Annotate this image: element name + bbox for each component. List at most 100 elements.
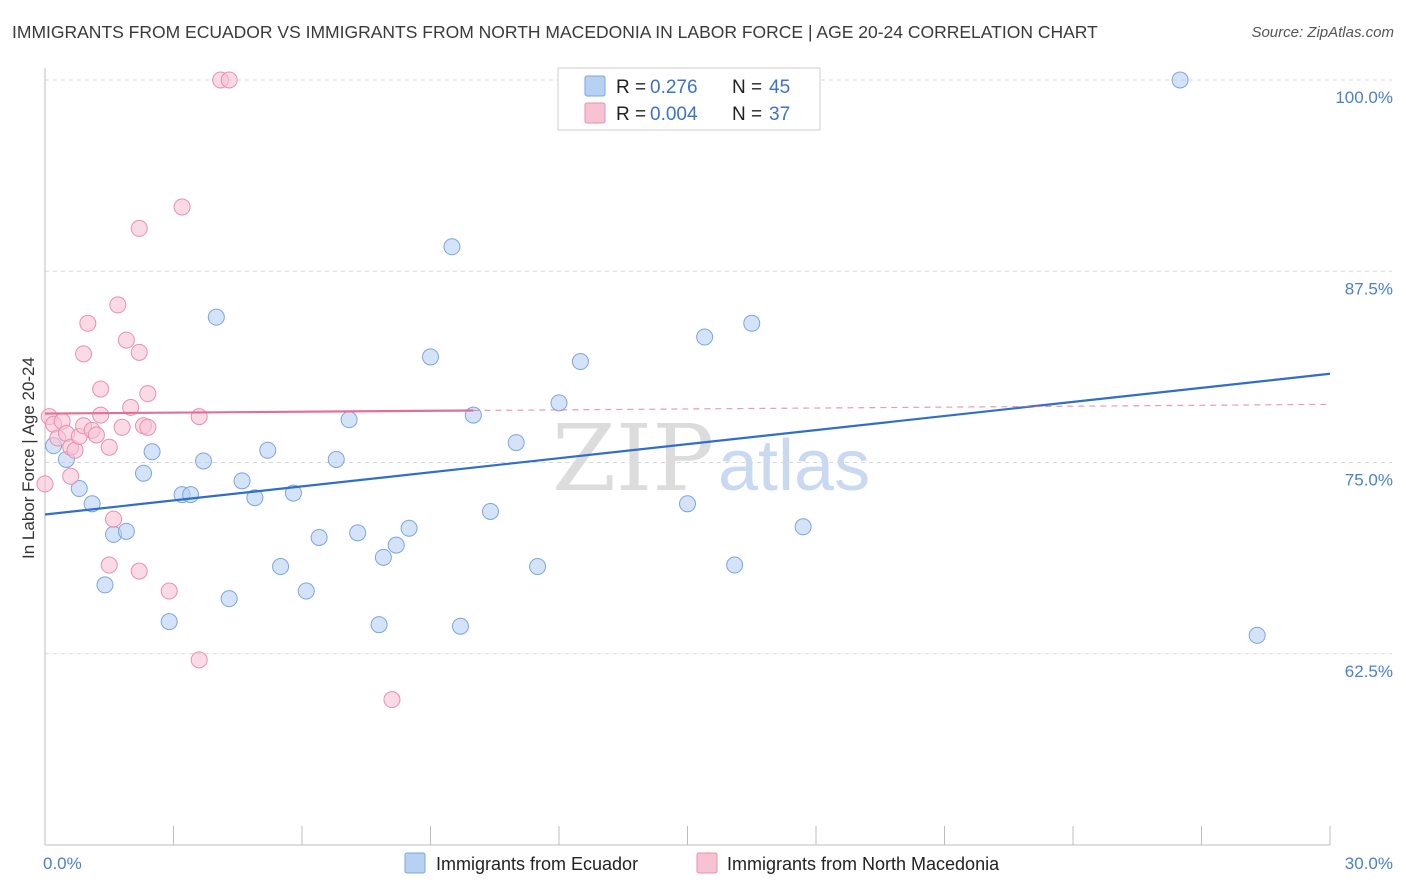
legend-r-label-ecuador: R =	[616, 77, 646, 98]
macedonia-point-20	[109, 296, 127, 314]
ecuador-point-4	[96, 576, 114, 594]
y-tick-label-0: 62.5%	[1345, 662, 1393, 681]
ecuador-point-15	[233, 472, 251, 490]
ecuador-point-44	[1248, 626, 1266, 644]
ecuador-point-19	[284, 484, 302, 502]
macedonia-point-7	[62, 467, 80, 485]
ecuador-point-14	[220, 590, 238, 608]
macedonia-point-22	[117, 331, 135, 349]
bottom-legend-swatch-ecuador	[404, 852, 426, 874]
watermark: ZIP atlas	[552, 405, 870, 512]
macedonia-point-27	[130, 343, 148, 361]
ecuador-point-7	[135, 464, 153, 482]
bottom-legend-macedonia: Immigrants from North Macedonia	[727, 854, 1000, 874]
legend-n-value-ecuador: 45	[769, 77, 790, 98]
macedonia-point-21	[113, 418, 131, 436]
ecuador-point-18	[272, 558, 290, 576]
macedonia-point-23	[122, 398, 140, 416]
grid-lines	[45, 79, 1392, 655]
ecuador-point-3	[83, 495, 101, 513]
y-tick-labels: 62.5% 75.0% 87.5% 100.0%	[1335, 88, 1393, 681]
macedonia-point-19	[105, 510, 123, 528]
macedonia-point-29	[139, 385, 157, 403]
source-label: Source: ZipAtlas.com	[1251, 24, 1394, 41]
macedonia-point-16	[92, 406, 110, 424]
ecuador-point-13	[207, 308, 225, 326]
ecuador-point-21	[310, 528, 328, 546]
ecuador-point-17	[259, 441, 277, 459]
x-tick-label-1: 30.0%	[1345, 854, 1393, 873]
chart-title: IMMIGRANTS FROM ECUADOR VS IMMIGRANTS FR…	[12, 22, 1098, 42]
bottom-legend: Immigrants from Ecuador Immigrants from …	[404, 852, 1000, 874]
axes	[44, 68, 1331, 846]
ecuador-point-20	[297, 582, 315, 600]
y-axis-title: In Labor Force | Age 20-24	[19, 357, 38, 559]
legend-swatch-macedonia	[584, 102, 606, 124]
y-tick-label-1: 75.0%	[1345, 471, 1393, 490]
legend-r-value-macedonia: 0.004	[650, 104, 698, 125]
macedonia-point-14	[87, 426, 105, 444]
ecuador-point-25	[370, 616, 388, 634]
ecuador-point-40	[726, 556, 744, 574]
macedonia-point-36	[383, 691, 401, 709]
macedonia-point-17	[100, 438, 118, 456]
ecuador-point-33	[481, 502, 499, 520]
macedonia-point-26	[139, 418, 157, 436]
y-tick-label-2: 87.5%	[1345, 279, 1393, 298]
legend: R = 0.276 N = 45 R = 0.004 N = 37	[557, 67, 821, 131]
ecuador-point-42	[794, 518, 812, 536]
legend-swatch-ecuador	[584, 75, 606, 97]
macedonia-points	[36, 71, 401, 709]
ecuador-point-16	[246, 489, 264, 507]
macedonia-trend-line	[44, 409, 474, 415]
watermark-atlas: atlas	[718, 426, 870, 506]
ecuador-trend-line	[44, 372, 1331, 516]
macedonia-point-35	[220, 71, 238, 89]
legend-r-label-macedonia: R =	[616, 104, 646, 125]
x-tick-label-0: 0.0%	[43, 854, 82, 873]
ecuador-point-31	[451, 617, 469, 635]
macedonia-point-11	[75, 345, 93, 363]
macedonia-point-28	[130, 219, 148, 237]
ecuador-point-34	[507, 434, 525, 452]
y-tick-label-3: 100.0%	[1335, 88, 1393, 107]
legend-r-value-ecuador: 0.276	[650, 77, 698, 98]
legend-n-value-macedonia: 37	[769, 104, 790, 125]
ecuador-point-2	[70, 480, 88, 498]
macedonia-point-32	[190, 651, 208, 669]
macedonia-point-18	[100, 556, 118, 574]
macedonia-point-0	[36, 475, 54, 493]
bottom-legend-ecuador: Immigrants from Ecuador	[436, 854, 638, 874]
macedonia-point-30	[160, 582, 178, 600]
ecuador-point-8	[143, 443, 161, 461]
ecuador-point-28	[400, 519, 418, 537]
macedonia-point-24	[130, 562, 148, 580]
bottom-legend-swatch-macedonia	[696, 852, 718, 874]
x-tick-labels: 0.0% 30.0%	[43, 854, 1393, 873]
ecuador-point-30	[443, 238, 461, 256]
ecuador-point-6	[117, 522, 135, 540]
ecuador-point-29	[422, 348, 439, 366]
ecuador-point-41	[743, 314, 761, 332]
ecuador-point-43	[1171, 71, 1189, 89]
ecuador-point-22	[327, 450, 345, 468]
watermark-zip: ZIP	[552, 405, 714, 512]
ecuador-point-27	[387, 536, 405, 554]
trend-lines	[44, 372, 1331, 516]
ecuador-points	[45, 71, 1266, 644]
ecuador-point-38	[679, 495, 696, 513]
macedonia-point-33	[190, 408, 208, 426]
macedonia-point-15	[92, 380, 110, 398]
ecuador-point-23	[340, 411, 358, 429]
ecuador-point-9	[160, 613, 178, 631]
ecuador-point-24	[349, 524, 367, 542]
ecuador-point-39	[696, 328, 714, 346]
ecuador-point-35	[529, 558, 547, 576]
ecuador-point-37	[571, 353, 589, 371]
legend-n-label-ecuador: N =	[732, 77, 762, 98]
ecuador-point-36	[550, 394, 568, 412]
ecuador-point-26	[374, 548, 392, 566]
ecuador-point-12	[194, 452, 212, 470]
macedonia-point-31	[173, 198, 191, 216]
